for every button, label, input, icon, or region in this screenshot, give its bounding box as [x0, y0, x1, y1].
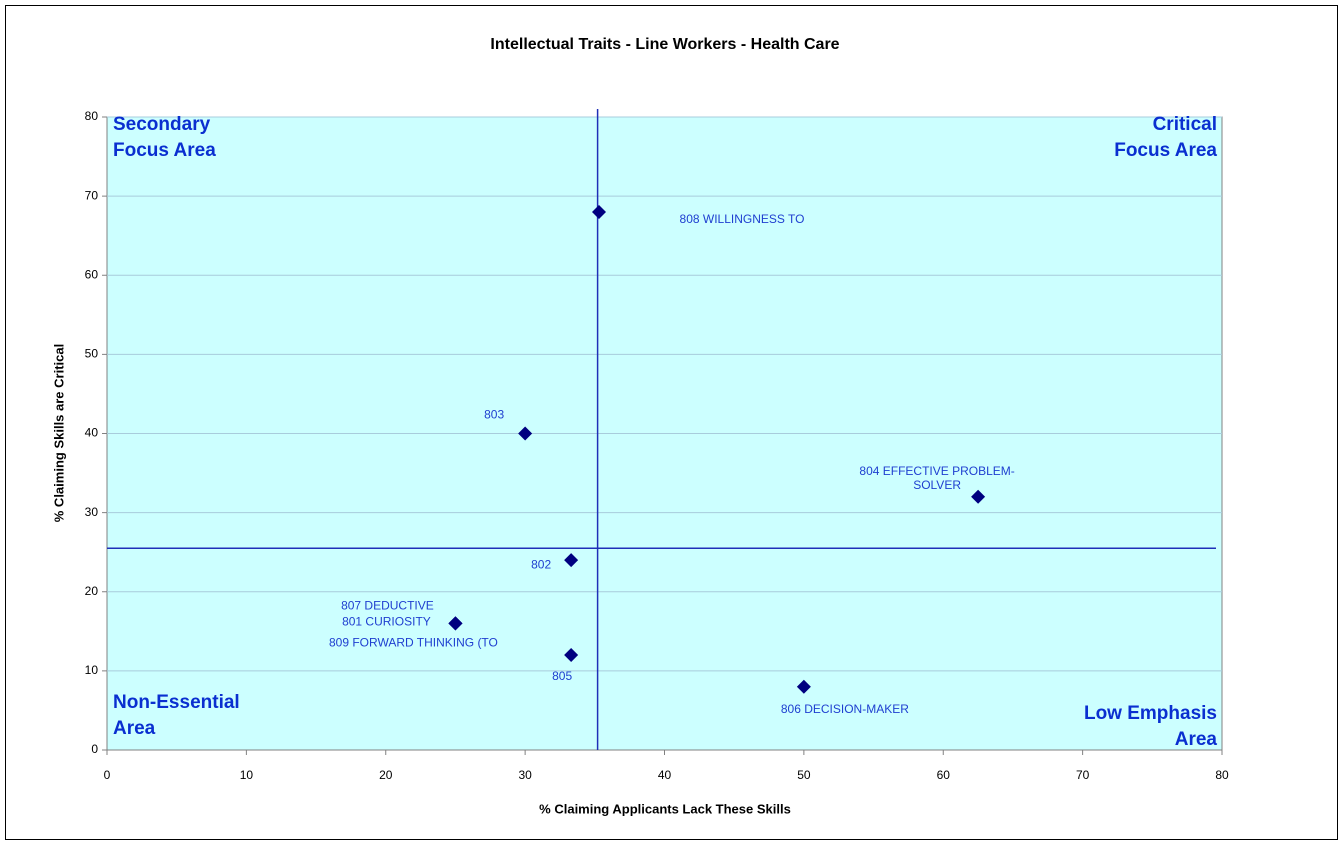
quadrant-label: Critical	[1153, 114, 1217, 135]
x-tick-label: 80	[1215, 768, 1229, 782]
point-label: 806 DECISION-MAKER	[781, 702, 909, 716]
x-tick-label: 20	[379, 768, 393, 782]
point-label: 801 CURIOSITY	[342, 615, 431, 629]
point-label: 803	[484, 408, 504, 422]
quadrant-label: Non-Essential	[113, 692, 240, 713]
y-tick-label: 80	[85, 109, 99, 123]
point-label: 808 WILLINGNESS TO	[680, 212, 805, 226]
y-axis-label: % Claiming Skills are Critical	[51, 344, 66, 522]
data-point	[448, 616, 463, 631]
quadrant-label: Area	[1175, 729, 1218, 750]
y-tick-label: 60	[85, 267, 99, 281]
x-tick-label: 0	[104, 768, 111, 782]
data-point	[796, 679, 811, 694]
point-label: 802	[531, 557, 551, 571]
quadrant-label: Secondary	[113, 114, 211, 135]
y-tick-label: 0	[91, 742, 98, 756]
y-tick-label: 70	[85, 188, 99, 202]
point-label: 807 DEDUCTIVE	[341, 599, 434, 613]
y-tick-label: 50	[85, 347, 99, 361]
y-tick-label: 10	[85, 663, 99, 677]
y-tick-label: 30	[85, 505, 99, 519]
x-tick-label: 40	[658, 768, 672, 782]
x-tick-label: 60	[937, 768, 951, 782]
x-axis-label: % Claiming Applicants Lack These Skills	[539, 801, 791, 816]
x-tick-label: 70	[1076, 768, 1090, 782]
quadrant-label: Area	[113, 718, 156, 739]
x-tick-label: 50	[797, 768, 811, 782]
y-tick-label: 40	[85, 426, 99, 440]
data-point	[564, 553, 579, 568]
quadrant-label: Focus Area	[1114, 140, 1217, 161]
point-label: 805	[552, 669, 572, 683]
data-point	[591, 204, 606, 219]
data-point	[564, 648, 579, 663]
point-label: SOLVER	[913, 478, 961, 492]
quadrant-label: Focus Area	[113, 140, 216, 161]
chart-title: Intellectual Traits - Line Workers - Hea…	[490, 36, 839, 53]
x-tick-label: 30	[518, 768, 532, 782]
point-label: 804 EFFECTIVE PROBLEM-	[859, 464, 1014, 478]
data-point	[971, 489, 986, 504]
quadrant-label: Low Emphasis	[1084, 703, 1217, 724]
y-tick-label: 20	[85, 584, 99, 598]
x-tick-label: 10	[240, 768, 254, 782]
data-point	[518, 426, 533, 441]
point-label: 809 FORWARD THINKING (TO	[329, 636, 498, 650]
